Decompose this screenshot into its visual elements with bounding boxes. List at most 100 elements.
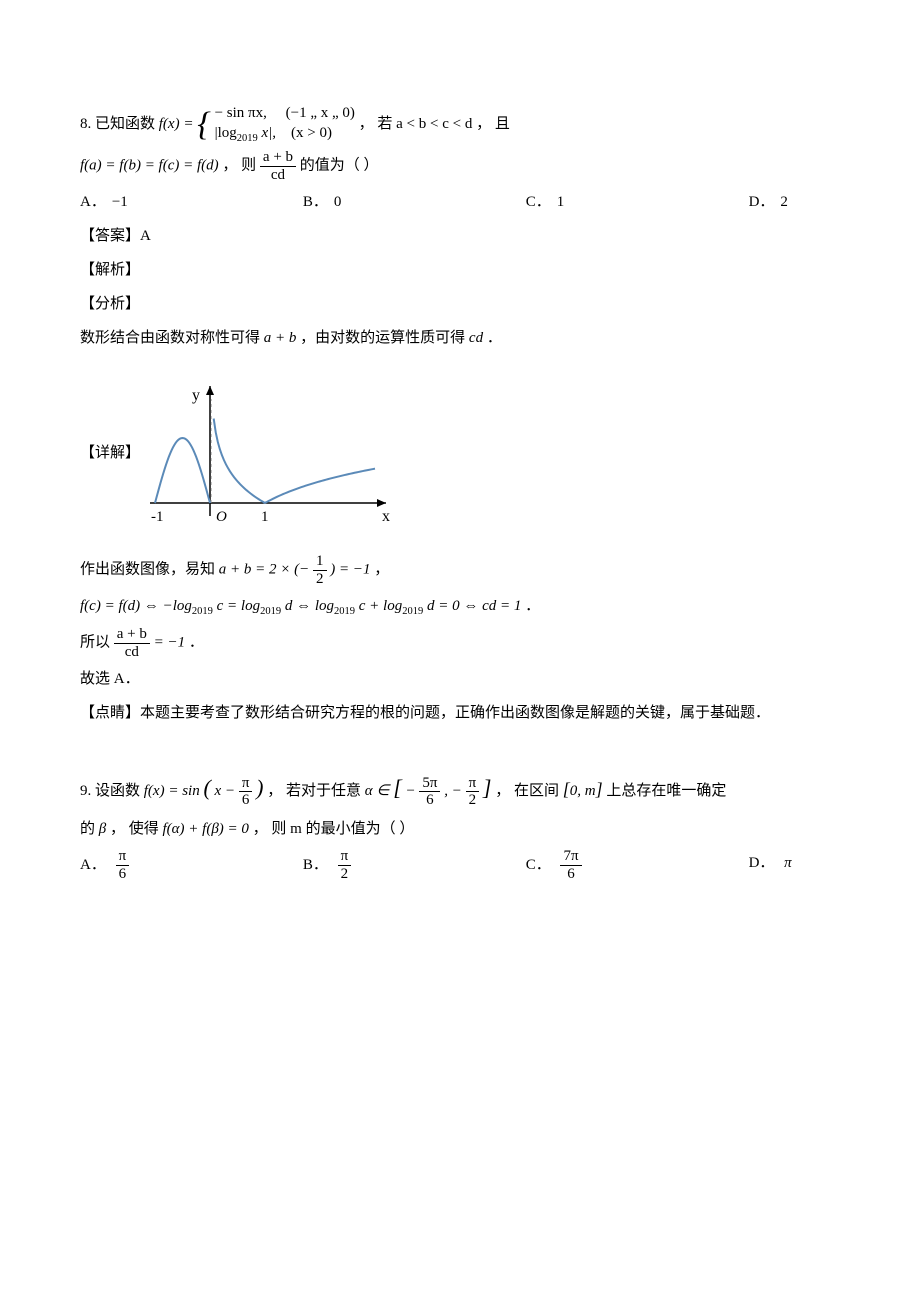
q9-pre: 设函数: [95, 783, 144, 799]
q9-zml: [: [563, 779, 570, 799]
q8-fx: f(x) =: [159, 116, 194, 132]
q8-dianjing: 【点睛】本题主要考查了数形结合研究方程的根的问题，正确作出函数图像是解题的关键，…: [80, 698, 860, 728]
q8-graph-row: 【详解】 -1 O 1 x y: [80, 363, 860, 543]
svg-text:-1: -1: [151, 509, 164, 525]
q8-brace-top: − sin πx,: [215, 105, 267, 121]
q9-options: A． π 6 B． π 2 C． 7π 6 D． π: [80, 848, 860, 882]
s3pre: 所以: [80, 635, 114, 651]
q9-s2post: ， 则 m 的最小值为（ ）: [253, 821, 415, 837]
s2a: f(c) = f(d) ⇔ −log: [80, 598, 192, 614]
q8-sol2: f(c) = f(d) ⇔ −log2019 c = log2019 d ⇔ l…: [80, 591, 860, 622]
q9-zm: 0, m: [570, 783, 596, 799]
q9-pi6n: π: [239, 775, 253, 793]
q9-number: 9.: [80, 783, 91, 799]
q8-opt-c: C．1: [526, 187, 749, 217]
q9-bd: 2: [338, 866, 352, 883]
s3-frac: a + b cd: [114, 626, 150, 660]
q8-sol3: 所以 a + b cd = −1 ．: [80, 626, 860, 660]
q9-opt-a: A． π 6: [80, 848, 303, 882]
q8-opt-d-val: 2: [780, 194, 788, 210]
answer-label: 【答案】: [80, 228, 140, 244]
q8-options: A．−1 B．0 C．1 D．2: [80, 187, 860, 217]
svg-text:O: O: [216, 509, 227, 525]
q8-xiangjie: 【详解】: [80, 438, 140, 468]
q9-fab: f(α) + f(β) = 0: [163, 821, 249, 837]
q8-stem1-pre: 已知函数: [95, 116, 159, 132]
q8-brace-bot-tail: x|,: [258, 125, 276, 141]
q8-stem2-post: 的值为（ ）: [300, 158, 379, 174]
q8-frac-n: a + b: [260, 149, 296, 167]
q8-opt-d: D．2: [749, 187, 860, 217]
q8-opt-a: A．−1: [80, 187, 303, 217]
q8-stem1-post: ， 若 a < b < c < d ， 且: [359, 116, 510, 132]
s3post: = −1: [154, 635, 186, 651]
q9-pi6: π 6: [239, 775, 253, 809]
q8-brace-bot-cond: (x > 0): [291, 125, 332, 141]
s2end: ．: [525, 598, 540, 614]
q9-mid: ， 若对于任意: [267, 783, 365, 799]
q8-brace-bot-sub: 2019: [237, 133, 258, 144]
q9-comma: , −: [444, 783, 462, 799]
q9-neg: −: [406, 783, 416, 799]
q8-opt-a-val: −1: [112, 194, 128, 210]
q8-answer: 【答案】A: [80, 221, 860, 251]
sol1-half: 1 2: [313, 553, 327, 587]
sol1-pre: 作出函数图像，易知: [80, 562, 219, 578]
q9-opt-b: B． π 2: [303, 848, 526, 882]
q9-stem-line1: 9. 设函数 f(x) = sin ( x − π 6 ) ， 若对于任意 α …: [80, 766, 860, 810]
svg-text:y: y: [192, 387, 200, 404]
fenxi-cd: cd: [469, 330, 483, 346]
q9-cd: 6: [560, 866, 581, 883]
q9-bn: π: [338, 848, 352, 866]
q9-argx: x −: [215, 783, 239, 799]
q8-jiexi: 【解析】: [80, 255, 860, 285]
q9-brl: [: [393, 775, 402, 800]
q8-fenxi-text: 数形结合由函数对称性可得 a + b ，由对数的运算性质可得 cd ．: [80, 323, 860, 353]
s2s4: 2019: [402, 606, 423, 617]
q8-piecewise: { − sin πx, (−1 „ x „ 0) |log2019 x|, (x…: [197, 104, 355, 145]
fenxi-ab: a + b: [264, 330, 297, 346]
q9-d: π: [784, 855, 792, 871]
q9-opt-d: D． π: [749, 848, 860, 882]
s2s2: 2019: [260, 606, 281, 617]
answer-value: A: [140, 228, 151, 244]
q9-r1: 5π 6: [419, 775, 440, 809]
q9-alpha: α ∈: [365, 783, 393, 799]
q8-number: 8.: [80, 116, 91, 132]
q8-final: 故选 A．: [80, 664, 860, 694]
fenxi-t1: 数形结合由函数对称性可得: [80, 330, 264, 346]
q8-stem2-mid: ， 则: [222, 158, 260, 174]
q9-s2pre: 的: [80, 821, 99, 837]
svg-text:1: 1: [261, 509, 269, 525]
s2e: d = 0 ⇔ cd = 1: [423, 598, 521, 614]
q9-stem-line2: 的 β ， 使得 f(α) + f(β) = 0 ， 则 m 的最小值为（ ）: [80, 814, 860, 844]
q8-stem-line2: f(a) = f(b) = f(c) = f(d) ， 则 a + b cd 的…: [80, 149, 860, 183]
s2s3: 2019: [334, 606, 355, 617]
q9-s2mid: ， 使得: [110, 821, 163, 837]
q9-end1: 上总存在唯一确定: [606, 783, 726, 799]
q9-pi6d: 6: [239, 792, 253, 809]
dj-label: 【点睛】: [80, 705, 140, 721]
s3d: cd: [114, 644, 150, 661]
q8-opt-b-val: 0: [334, 194, 342, 210]
fenxi-t3: ．: [487, 330, 502, 346]
sol1-half-d: 2: [313, 571, 327, 588]
sol1-post: ) = −1: [330, 562, 370, 578]
q8-sol1: 作出函数图像，易知 a + b = 2 × (− 1 2 ) = −1 ，: [80, 553, 860, 587]
q9-brr: ]: [483, 775, 492, 800]
svg-text:x: x: [382, 508, 390, 525]
q9-opt-c: C． 7π 6: [526, 848, 749, 882]
q9-r2d: 2: [466, 792, 480, 809]
q9-r2n: π: [466, 775, 480, 793]
s3n: a + b: [114, 626, 150, 644]
q9-cn: 7π: [560, 848, 581, 866]
q9-r1d: 6: [419, 792, 440, 809]
s2d: c + log: [355, 598, 402, 614]
q8-opt-b: B．0: [303, 187, 526, 217]
q9-r1n: 5π: [419, 775, 440, 793]
sol1-comma: ，: [374, 562, 389, 578]
q8-brace-top-cond: (−1 „ x „ 0): [286, 105, 355, 121]
q9-post: ， 在区间: [495, 783, 563, 799]
s2c: d ⇔ log: [281, 598, 334, 614]
q8-frac-d: cd: [260, 167, 296, 184]
